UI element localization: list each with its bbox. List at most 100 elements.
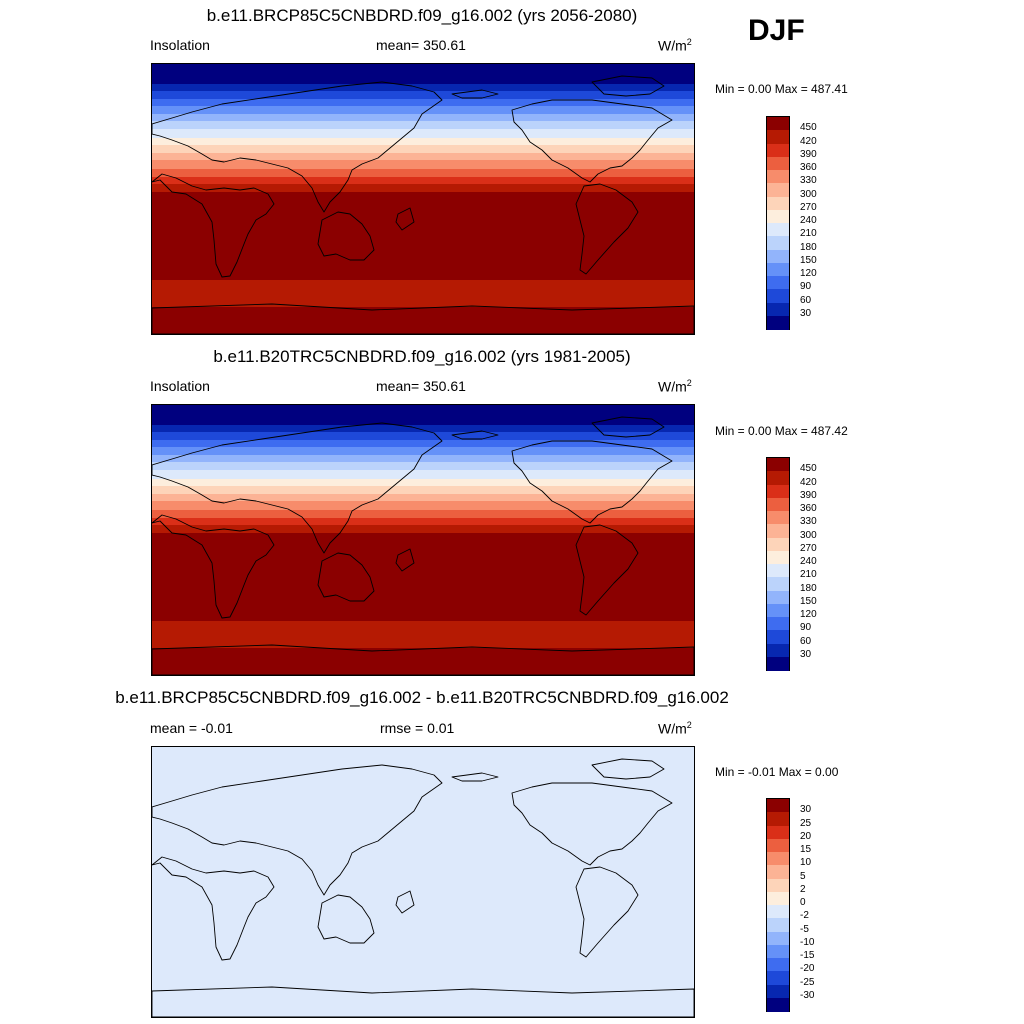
colorbar-cell bbox=[767, 971, 789, 985]
colorbar-cell bbox=[767, 656, 789, 671]
coastline-path bbox=[451, 430, 499, 440]
coastline-path bbox=[152, 986, 694, 1017]
coastline-path bbox=[152, 173, 275, 278]
colorbar-tick-label: 15 bbox=[800, 844, 812, 855]
colorbar-cell bbox=[767, 223, 789, 237]
coastline-path bbox=[395, 207, 415, 231]
colorbar-tick-label: 150 bbox=[800, 595, 817, 607]
zonal-band bbox=[152, 424, 694, 433]
colorbar-tick-label: 300 bbox=[800, 188, 817, 200]
colorbar-tick-label: 90 bbox=[800, 622, 812, 634]
panel-3-units: W/m2 bbox=[658, 720, 692, 737]
panel-1-minmax: Min = 0.00 Max = 487.41 bbox=[715, 82, 848, 96]
panel-3-minmax: Min = -0.01 Max = 0.00 bbox=[715, 765, 839, 779]
colorbar-cell bbox=[767, 249, 789, 264]
panel-2-units-sup: 2 bbox=[686, 378, 692, 388]
colorbar-cell bbox=[767, 577, 789, 591]
zonal-band bbox=[152, 648, 694, 675]
colorbar-cell bbox=[767, 891, 789, 906]
zonal-band bbox=[152, 432, 694, 440]
colorbar-tick-label: 330 bbox=[800, 175, 817, 187]
zonal-band bbox=[152, 747, 694, 1017]
colorbar-tick-label: 25 bbox=[800, 817, 812, 829]
colorbar-cell bbox=[767, 458, 789, 472]
zonal-band bbox=[152, 121, 694, 129]
colorbar-tick-label: 90 bbox=[800, 281, 812, 293]
colorbar-cell bbox=[767, 511, 789, 525]
coastline-path bbox=[591, 416, 665, 438]
colorbar-cell bbox=[767, 564, 789, 578]
coastline-path bbox=[451, 89, 499, 99]
panel-3-units-sup: 2 bbox=[686, 720, 692, 730]
zonal-band bbox=[152, 169, 694, 177]
colorbar-tick-label: 180 bbox=[800, 582, 817, 594]
zonal-band bbox=[152, 447, 694, 455]
zonal-band bbox=[152, 486, 694, 494]
coastline-path bbox=[152, 422, 443, 554]
coastline-path bbox=[152, 644, 694, 675]
colorbar-tick-label: 390 bbox=[800, 148, 817, 160]
colorbar-tick-label: 120 bbox=[800, 609, 817, 620]
colorbar-cell bbox=[767, 315, 789, 330]
zonal-band bbox=[152, 493, 694, 502]
coastline-path bbox=[152, 303, 694, 334]
coastline-path bbox=[575, 866, 639, 958]
colorbar-tick-label: 120 bbox=[800, 268, 817, 279]
panel-3-center-label: rmse = 0.01 bbox=[380, 720, 455, 736]
panel-2-minmax: Min = 0.00 Max = 487.42 bbox=[715, 424, 848, 438]
colorbar-tick-label: 360 bbox=[800, 162, 817, 173]
zonal-band bbox=[152, 83, 694, 92]
coastlines bbox=[152, 75, 694, 334]
colorbar-cell bbox=[767, 630, 789, 644]
colorbar-tick-label: -10 bbox=[800, 936, 815, 948]
panel-2-title: b.e11.B20TRC5CNBDRD.f09_g16.002 (yrs 198… bbox=[213, 347, 631, 366]
colorbar-cell bbox=[767, 997, 789, 1012]
colorbar-cell bbox=[767, 196, 789, 211]
panel-3-left-label: mean = -0.01 bbox=[150, 720, 233, 736]
colorbar-cell bbox=[767, 471, 789, 485]
colorbar-tick-label: 10 bbox=[800, 857, 812, 869]
colorbar-tick-label: 30 bbox=[800, 648, 812, 660]
colorbar-cell bbox=[767, 537, 789, 552]
season-label: DJF bbox=[748, 14, 805, 47]
panel-1-zonal-bands bbox=[152, 64, 694, 334]
panel-1-colorbar bbox=[766, 116, 790, 330]
zonal-band bbox=[152, 191, 694, 281]
colorbar-cell bbox=[767, 130, 789, 144]
colorbar-cell bbox=[767, 143, 789, 158]
coastline-path bbox=[511, 99, 673, 183]
colorbar-tick-label: 5 bbox=[800, 870, 806, 882]
colorbar-tick-label: 210 bbox=[800, 228, 817, 240]
coastline-path bbox=[591, 75, 665, 97]
panel-1-units-sup: 2 bbox=[686, 37, 692, 47]
zonal-band bbox=[152, 184, 694, 192]
colorbar-cell bbox=[767, 838, 789, 853]
zonal-band bbox=[152, 454, 694, 463]
coastline-path bbox=[395, 548, 415, 572]
colorbar-cell bbox=[767, 812, 789, 826]
zonal-band bbox=[152, 113, 694, 122]
zonal-band bbox=[152, 98, 694, 107]
colorbar-cell bbox=[767, 643, 789, 658]
colorbar-tick-label: 2 bbox=[800, 883, 806, 895]
colorbar-tick-label: 150 bbox=[800, 254, 817, 266]
colorbar-cell bbox=[767, 590, 789, 605]
panel-2-units: W/m2 bbox=[658, 378, 692, 395]
zonal-band bbox=[152, 469, 694, 479]
colorbar-cell bbox=[767, 276, 789, 290]
colorbar-cell bbox=[767, 878, 789, 893]
panel-1-units-base: W/m bbox=[658, 37, 687, 54]
zonal-band bbox=[152, 405, 694, 425]
panel-2-colorbar bbox=[766, 457, 790, 671]
coastline-path bbox=[511, 782, 673, 866]
panel-1-units: W/m2 bbox=[658, 37, 692, 54]
coastline-path bbox=[152, 856, 275, 961]
colorbar-cell bbox=[767, 918, 789, 932]
colorbar-tick-label: 60 bbox=[800, 294, 812, 306]
colorbar-tick-label: 360 bbox=[800, 503, 817, 514]
zonal-band bbox=[152, 621, 694, 649]
coastlines bbox=[152, 758, 694, 1017]
colorbar-cell bbox=[767, 825, 789, 840]
coastline-path bbox=[317, 894, 375, 944]
panel-2-center-label: mean= 350.61 bbox=[376, 378, 466, 394]
